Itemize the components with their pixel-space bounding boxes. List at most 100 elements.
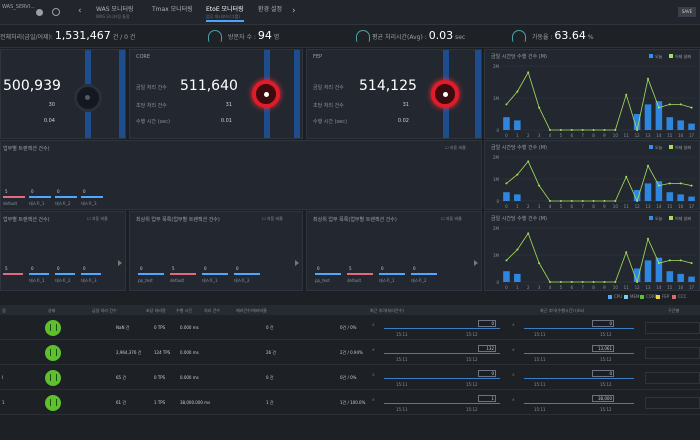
- time-trend-slider[interactable]: [524, 328, 634, 329]
- point-yesterday: [636, 281, 639, 283]
- tab-etoe-monitoring[interactable]: EtoE 모니터링 업무 대시보드(그룹): [206, 4, 244, 22]
- bar-today: [633, 114, 641, 130]
- drag-handle-icon[interactable]: ☝: [372, 347, 375, 352]
- grid-column-header[interactable]: 최근 추이(처리건수): [370, 308, 404, 313]
- trend-slider[interactable]: [384, 378, 500, 379]
- bar-today: [503, 192, 510, 201]
- task-bar-label: pp_test: [138, 278, 153, 283]
- next-arrow-icon[interactable]: [295, 260, 299, 266]
- drag-handle-icon[interactable]: ☝: [512, 322, 515, 327]
- panel-title: 최상위 업무 목록(업무별 트랜잭션 건수): [313, 217, 397, 223]
- trend-slider[interactable]: [384, 403, 500, 404]
- task-bar-value: 0: [83, 266, 86, 271]
- grid-column-header[interactable]: 에러건수/에러비율: [236, 308, 267, 313]
- task-bar-label: 테스트_2: [55, 201, 71, 206]
- time-trend-slider[interactable]: [524, 353, 634, 354]
- grid-column-header[interactable]: 금일 처리 건수: [92, 308, 117, 313]
- drag-handle-icon[interactable]: ☝: [372, 397, 375, 402]
- task-bar: [3, 196, 25, 198]
- auto-ratio-checkbox[interactable]: ☐ 자동 비율: [87, 216, 108, 221]
- task-bar-label: 테스트_2: [55, 278, 71, 283]
- table-row[interactable]: 2,964,376 건 124 TPS 0.000 ms 26 건 2건 / 0.94%…: [0, 341, 700, 365]
- chart-title: 금일 시간당 수행 건수 (M): [491, 144, 547, 151]
- point-yesterday: [538, 262, 541, 265]
- server-count: 514,125: [359, 78, 417, 94]
- point-yesterday: [690, 106, 693, 109]
- grid-column-header[interactable]: 수행 시간: [176, 308, 192, 313]
- task-bar-value: 0: [31, 266, 34, 271]
- trend-value: 132: [478, 345, 496, 352]
- tab-was-monitoring[interactable]: WAS 모니터링 WAS 모니터링 통합: [96, 6, 134, 19]
- server-name: CORE: [136, 54, 151, 60]
- panel-title: 업무별 트랜잭션 건수): [3, 217, 50, 223]
- row-count: 2,964,376 건: [116, 350, 142, 355]
- auto-ratio-checkbox[interactable]: ☐ 자동 비율: [441, 216, 462, 221]
- auto-ratio-checkbox[interactable]: ☐ 자동 비율: [445, 145, 466, 150]
- x-tick-label: 14: [656, 133, 662, 138]
- hourly-chart-panel-3: 금일 시간당 수행 건수 (M) 오늘 어제 날짜 0 1M 2M 0 1 2 3 4 5 6 7 8 9 10…: [484, 211, 700, 291]
- task-bar-label: 테스트_1: [379, 278, 395, 283]
- kpi-avg-time: 평균 처리시간(Avg) : 0.03 sec: [372, 29, 466, 42]
- bar-today: [666, 192, 674, 201]
- x-tick-label: 7: [581, 133, 584, 138]
- server-count: 511,640: [180, 78, 238, 94]
- time-trend-slider[interactable]: [524, 403, 634, 404]
- task-panel-1: 업무별 트랜잭션 건수) ☐ 자동 비율 5 0 테스트_1 0 테스트_2 0 테스트_3: [0, 211, 126, 291]
- grid-column-header[interactable]: 구간별: [668, 308, 680, 313]
- trend-slider[interactable]: [384, 328, 500, 329]
- legend-swatch: [640, 295, 644, 299]
- grid-header: 업 상태 금일 처리 건수 초당 처리량 수행 시간 처리 건수 에러건수/에러비율 최근 추…: [0, 305, 700, 315]
- status-indicator: [45, 320, 61, 336]
- trend-slider[interactable]: [384, 353, 500, 354]
- user-icon[interactable]: [36, 9, 43, 16]
- grid-column-header[interactable]: 초당 처리량: [146, 308, 166, 313]
- task-bar-value: 0: [140, 266, 143, 271]
- drag-handle-icon[interactable]: ☝: [512, 397, 515, 402]
- grid-column-header[interactable]: 처리 건수: [204, 308, 220, 313]
- point-yesterday: [559, 129, 562, 131]
- grid-column-header[interactable]: 상태: [48, 308, 56, 313]
- grid-column-header[interactable]: 업: [2, 308, 6, 313]
- legend-yesterday-swatch: [669, 216, 673, 220]
- tab-settings[interactable]: 환경 설정: [258, 6, 282, 13]
- legend-yesterday-label: 어제 날짜: [675, 53, 691, 59]
- save-button[interactable]: SAVE: [678, 7, 696, 17]
- drag-handle-icon[interactable]: ☝: [512, 347, 515, 352]
- drag-handle-icon[interactable]: ☝: [512, 372, 515, 377]
- x-tick-label: 16: [678, 133, 684, 138]
- bar-today: [655, 101, 663, 130]
- task-panel-2: 최상위 업무 목록(업무별 트랜잭션 건수) ☐ 자동 비율 0 pp_test 5…: [129, 211, 303, 291]
- auto-ratio-checkbox[interactable]: ☐ 자동 비율: [262, 216, 283, 221]
- tab-tmax-monitoring[interactable]: Tmax 모니터링: [152, 6, 193, 13]
- bar-today: [644, 260, 652, 282]
- server-time-value: 0.01: [220, 118, 232, 124]
- line-yesterday: [506, 232, 692, 284]
- settings-icon[interactable]: [52, 8, 60, 16]
- y-tick-label: 0: [496, 280, 499, 285]
- x-tick-label: 1: [516, 285, 519, 290]
- task-bar: [347, 273, 373, 275]
- tab-prev-icon[interactable]: ‹: [78, 6, 82, 16]
- task-bar: [81, 196, 103, 198]
- next-arrow-icon[interactable]: [118, 260, 122, 266]
- time-trend-value: 38,000: [592, 395, 614, 402]
- table-row[interactable]: NaN 건 0 TPS 0.000 ms 0 건 0건 / 0% ☝ 0 15:11 15:12…: [0, 316, 700, 340]
- time-trend-slider[interactable]: [524, 378, 634, 379]
- task-bar-label: 테스트_2: [234, 278, 250, 283]
- task-bar-label: 테스트_1: [202, 278, 218, 283]
- table-row[interactable]: I 65 건 0 TPS 0.000 ms 0 건 0건 / 0% ☝ 0 15:11 15:12…: [0, 366, 700, 390]
- kpi-bar: 전체처리(금일/어제): 1,531,467 건 / 0 건 방문자 수 : 9…: [0, 25, 700, 48]
- drag-handle-icon[interactable]: ☝: [372, 372, 375, 377]
- time-trend-start: 15:11: [534, 332, 546, 337]
- grid-column-header[interactable]: 최근 추이(수행시간) (ms): [540, 308, 585, 313]
- x-tick-label: 14: [656, 285, 662, 290]
- tab-next-icon[interactable]: ›: [292, 6, 296, 16]
- grid-legend-item: CORE: [640, 294, 657, 299]
- point-yesterday: [657, 184, 660, 187]
- next-arrow-icon[interactable]: [474, 260, 478, 266]
- line-yesterday: [506, 160, 692, 203]
- task-bar-value: 0: [236, 266, 239, 271]
- row-tps: 0 TPS: [154, 375, 166, 380]
- drag-handle-icon[interactable]: ☝: [372, 322, 375, 327]
